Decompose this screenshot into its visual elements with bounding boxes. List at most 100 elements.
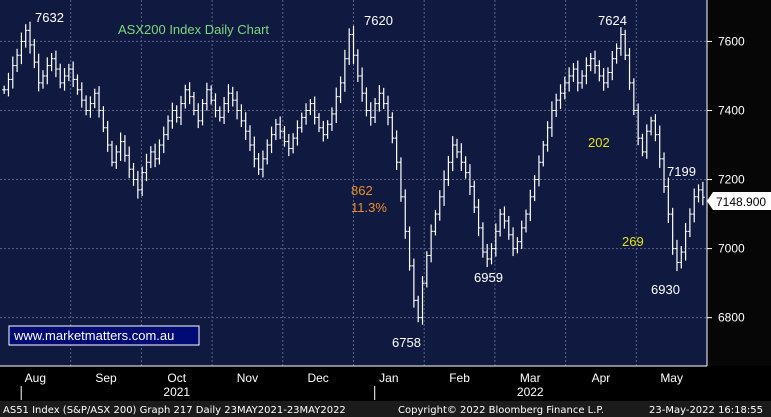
price-bar <box>148 146 153 169</box>
price-bar <box>472 180 477 213</box>
price-bar <box>114 145 119 169</box>
price-bar <box>662 152 667 193</box>
price-bar <box>196 103 201 129</box>
price-bar <box>554 93 559 117</box>
x-year-label: 2022 <box>517 385 544 399</box>
price-bar <box>515 236 520 254</box>
price-bar <box>226 84 231 113</box>
price-bar <box>157 139 162 165</box>
price-bar <box>222 96 227 125</box>
annotation-low-jan: 6758 <box>392 335 421 350</box>
x-tick-label: Mar <box>520 371 541 385</box>
price-bar <box>66 63 71 82</box>
price-bar <box>373 97 378 123</box>
price-bar <box>230 86 235 107</box>
price-bar <box>696 184 701 203</box>
y-axis: 6800 7000 7200 7400 7600 <box>706 0 745 366</box>
price-bar <box>545 121 550 152</box>
price-bar <box>342 49 347 92</box>
price-bar <box>183 84 188 109</box>
price-bar <box>247 125 252 152</box>
footer-bar <box>0 401 771 417</box>
price-bar <box>485 243 490 268</box>
annotation-peak-apr: 7624 <box>598 13 627 28</box>
price-bar <box>49 53 54 72</box>
price-bar <box>19 32 24 65</box>
price-bar <box>252 136 257 168</box>
annotation-low-feb: 6959 <box>474 270 503 285</box>
price-bar <box>304 103 309 125</box>
price-bar <box>575 60 580 92</box>
price-bar <box>131 162 136 186</box>
price-bar <box>118 132 123 162</box>
price-bar <box>88 96 93 118</box>
price-bar <box>243 112 248 140</box>
price-bar <box>79 82 84 108</box>
footer-copyright: Copyright© 2022 Bloomberg Finance L.P. <box>398 405 604 416</box>
price-bar <box>463 156 468 179</box>
price-bar <box>170 102 175 129</box>
price-bar <box>398 157 403 202</box>
price-bar <box>256 153 261 175</box>
price-bar <box>122 135 127 162</box>
x-tick-label: Aug <box>25 371 46 385</box>
price-bar <box>610 51 615 81</box>
price-bar <box>442 170 447 206</box>
price-bar <box>105 120 110 152</box>
price-bar <box>62 68 67 91</box>
price-bar <box>679 246 684 269</box>
price-bar <box>649 116 654 136</box>
price-bar <box>265 139 270 165</box>
price-bar <box>53 50 58 78</box>
annotation-rally-269: 269 <box>622 234 644 249</box>
price-bar <box>321 120 326 142</box>
annotation-low-may: 6930 <box>651 282 680 297</box>
x-tick-label: Sep <box>95 371 117 385</box>
price-bar <box>653 114 658 142</box>
chart-title: ASX200 Index Daily Chart <box>118 22 269 37</box>
price-bar <box>386 95 391 126</box>
price-bar <box>144 153 149 182</box>
watermark-box <box>8 325 200 346</box>
price-bar <box>498 208 503 237</box>
price-bar <box>269 126 274 154</box>
price-bar <box>519 220 524 249</box>
price-bar <box>623 29 628 61</box>
price-bar <box>316 113 321 133</box>
price-bar <box>2 85 7 94</box>
price-bar <box>558 84 563 110</box>
price-bar <box>178 95 183 126</box>
price-bar <box>28 21 33 54</box>
price-bar <box>407 226 412 271</box>
x-year-label: 2021 <box>163 385 190 399</box>
price-bar <box>377 85 382 112</box>
price-bar <box>260 150 265 178</box>
price-bar <box>657 125 662 168</box>
price-bar <box>6 72 11 97</box>
price-bar <box>524 209 529 233</box>
price-bar <box>381 87 386 109</box>
price-bar <box>459 143 464 171</box>
price-bar <box>191 91 196 116</box>
annotation-fall-points: 862 <box>351 183 373 198</box>
price-bar <box>416 295 421 323</box>
price-bar <box>567 67 572 92</box>
price-bar <box>368 102 373 126</box>
price-bar <box>360 67 365 102</box>
price-bar <box>282 126 287 147</box>
price-bar <box>286 133 291 157</box>
price-bar <box>644 124 649 159</box>
price-bar <box>23 24 28 48</box>
price-bar <box>166 115 171 141</box>
last-price-marker: 7148.900 <box>707 192 771 210</box>
price-bar <box>334 87 339 124</box>
price-bar <box>480 222 485 258</box>
price-bar <box>299 112 304 133</box>
price-bar <box>312 96 317 125</box>
price-bar <box>135 170 140 199</box>
price-bar <box>467 164 472 195</box>
price-bar <box>549 101 554 137</box>
price-bar <box>420 276 425 325</box>
price-bar <box>109 140 114 167</box>
